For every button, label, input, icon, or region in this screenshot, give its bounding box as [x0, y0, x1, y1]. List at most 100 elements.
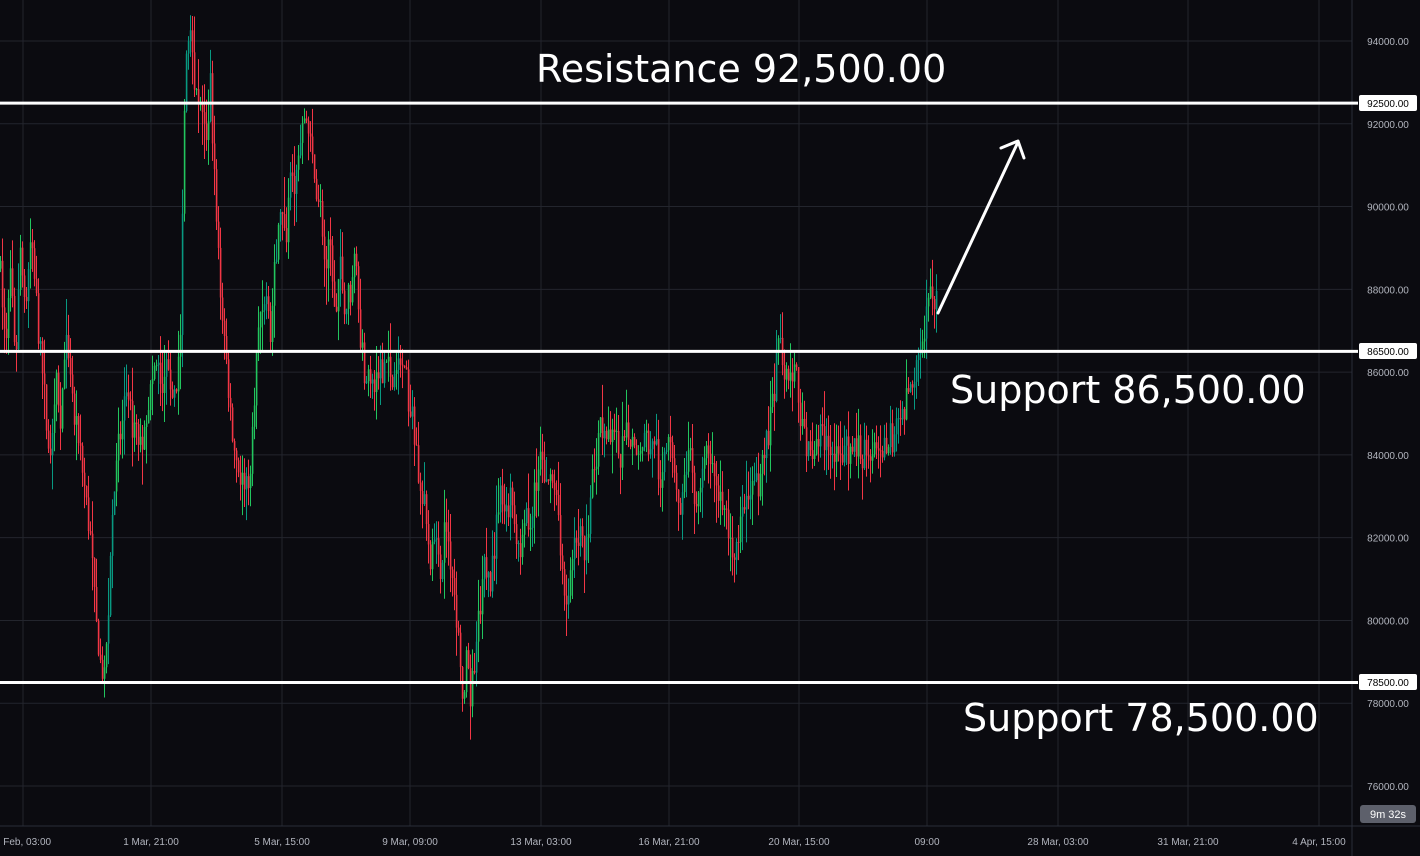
- candle: [933, 295, 936, 329]
- candle: [439, 545, 442, 594]
- candle-body: [599, 417, 602, 434]
- candle-body: [369, 369, 372, 384]
- candle-body: [375, 372, 378, 393]
- candle-body: [365, 381, 368, 384]
- candle: [7, 289, 10, 355]
- target-arrow[interactable]: [936, 139, 1026, 315]
- candle: [881, 445, 884, 463]
- candle-body: [783, 365, 786, 380]
- candle: [605, 426, 608, 445]
- candle: [273, 244, 276, 338]
- candle: [23, 269, 26, 313]
- candle: [601, 384, 604, 456]
- candle-body: [435, 538, 438, 540]
- candle-body: [109, 555, 112, 616]
- candle-body: [687, 450, 690, 472]
- candle: [841, 437, 844, 466]
- candle: [815, 424, 818, 456]
- candle: [517, 540, 520, 562]
- candle-body: [499, 485, 502, 513]
- candle-body: [841, 454, 844, 463]
- candle-body: [685, 471, 688, 475]
- candle-body: [335, 306, 338, 312]
- candle-body: [553, 482, 556, 490]
- candle: [373, 369, 376, 411]
- candle: [57, 365, 60, 413]
- candle-body: [801, 418, 804, 427]
- candle: [249, 465, 252, 507]
- countdown-timer: 9m 32s: [1360, 805, 1416, 823]
- candles: [0, 15, 938, 740]
- candle: [509, 473, 512, 541]
- candle-body: [825, 435, 828, 451]
- resistance-annotation: Resistance 92,500.00: [536, 47, 946, 91]
- candle-body: [719, 491, 722, 501]
- candle: [863, 422, 866, 470]
- price-axis[interactable]: 76000.00 78000.00 80000.00 82000.00 84000.00…: [1367, 37, 1409, 793]
- candle-body: [587, 533, 590, 538]
- candle: [763, 437, 766, 476]
- candle-body: [743, 507, 746, 510]
- candle-body: [877, 448, 880, 451]
- candle-body: [549, 474, 552, 481]
- candle: [603, 423, 606, 458]
- candle-body: [381, 359, 384, 384]
- candle-body: [283, 214, 286, 229]
- candle: [51, 418, 54, 490]
- candle-body: [353, 253, 356, 278]
- candle: [195, 88, 198, 96]
- candle: [715, 461, 718, 523]
- candle: [211, 60, 214, 161]
- candle: [599, 417, 602, 438]
- candle-body: [301, 123, 304, 143]
- candle: [795, 362, 798, 371]
- candle: [737, 525, 740, 561]
- candle: [699, 478, 702, 513]
- y-tick-label: 78000.00: [1367, 699, 1409, 710]
- candle-body: [289, 172, 292, 198]
- candle: [109, 552, 112, 618]
- candle: [805, 411, 808, 473]
- candle-body: [99, 654, 102, 660]
- candle-body: [223, 320, 226, 337]
- candle: [289, 161, 292, 211]
- candle: [563, 561, 566, 611]
- candle-body: [737, 541, 740, 543]
- candle: [513, 491, 516, 533]
- candle-body: [389, 356, 392, 377]
- candle: [149, 380, 152, 421]
- candle-body: [281, 212, 284, 215]
- candle-body: [413, 406, 416, 445]
- candle-body: [303, 118, 306, 124]
- candle-body: [443, 522, 446, 563]
- candle-body: [77, 416, 80, 444]
- candle: [359, 278, 362, 351]
- candle-body: [593, 469, 596, 471]
- level-lines[interactable]: [0, 101, 1358, 685]
- candle-body: [671, 442, 674, 459]
- candle: [617, 414, 620, 459]
- candle: [251, 412, 254, 487]
- candle: [639, 442, 642, 462]
- candle: [807, 441, 810, 461]
- candle-body: [779, 337, 782, 339]
- candle: [37, 278, 40, 350]
- candle-body: [711, 463, 714, 465]
- candle-body: [427, 524, 430, 545]
- time-axis[interactable]: 5 Feb, 03:00 1 Mar, 21:00 5 Mar, 15:00 9 Ma…: [0, 837, 1346, 848]
- candle-body: [113, 491, 116, 515]
- candle: [667, 434, 670, 461]
- candle: [911, 380, 914, 396]
- candle: [353, 247, 356, 294]
- candle: [247, 459, 250, 506]
- candle-body: [111, 514, 114, 556]
- candle: [225, 318, 228, 365]
- candle-body: [377, 372, 380, 379]
- candle-body: [571, 559, 574, 571]
- candle-body: [693, 472, 696, 504]
- candle-body: [71, 374, 74, 394]
- candle-body: [735, 541, 738, 560]
- candle: [77, 413, 80, 454]
- candle: [213, 115, 216, 196]
